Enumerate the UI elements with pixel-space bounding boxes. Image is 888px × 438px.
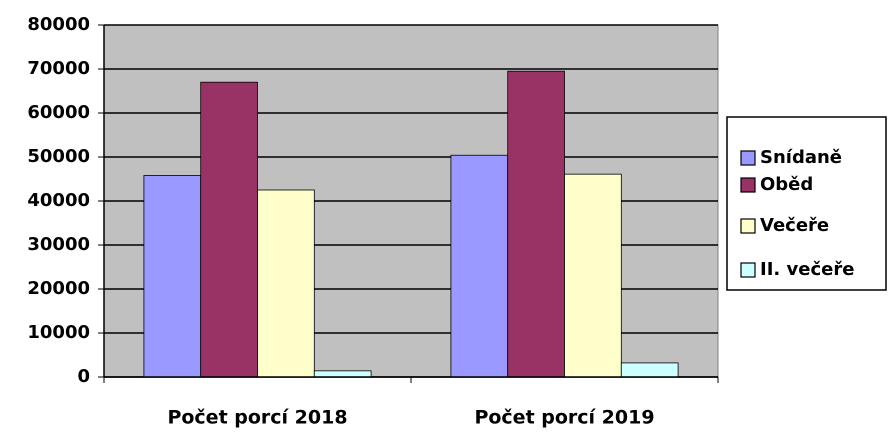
bar	[564, 173, 622, 378]
bar	[620, 362, 679, 378]
bar	[143, 175, 202, 378]
y-tick-label: 70000	[27, 58, 90, 79]
plot-area: 0 10000 20000 30000 40000 50000 60000 70000 8000…	[27, 14, 719, 429]
legend-swatch	[740, 150, 756, 166]
bar	[257, 189, 315, 378]
bar	[507, 70, 565, 378]
legend-swatch	[740, 262, 756, 278]
bar	[313, 370, 372, 378]
bar	[200, 81, 258, 378]
y-tick-label: 0	[77, 366, 90, 387]
y-tick-label: 40000	[27, 190, 90, 211]
legend-label: II. večeře	[760, 259, 854, 280]
y-tick-label: 10000	[27, 322, 90, 343]
y-tick-label: 30000	[27, 234, 90, 255]
y-tick-label: 50000	[27, 146, 90, 167]
legend-label: Večeře	[760, 215, 829, 236]
bar	[450, 154, 509, 378]
y-tick-label: 60000	[27, 102, 90, 123]
y-tick-label: 20000	[27, 278, 90, 299]
legend-swatch	[740, 218, 756, 234]
x-tick-label: Počet porcí 2019	[474, 407, 654, 429]
x-tick-label: Počet porcí 2018	[167, 407, 347, 429]
legend-swatch	[740, 177, 756, 193]
legend-label: Oběd	[760, 174, 813, 195]
legend-box	[726, 116, 887, 291]
legend: Snídaně Oběd Večeře II. večeře	[726, 116, 887, 291]
legend-label: Snídaně	[760, 147, 842, 168]
y-tick-label: 80000	[27, 14, 90, 35]
